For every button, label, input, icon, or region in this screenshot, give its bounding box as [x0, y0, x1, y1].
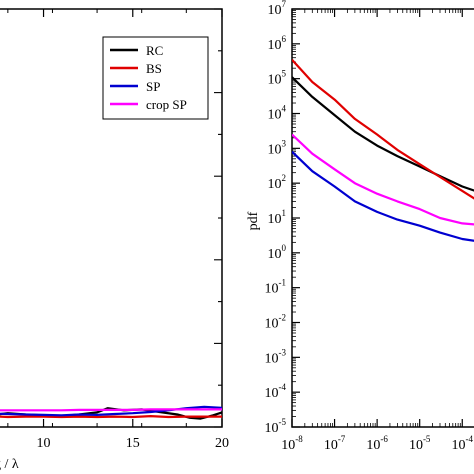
right-x-tick-label: 10-8	[281, 434, 303, 453]
left-series-group	[0, 405, 223, 420]
right-y-tick-label: 10-5	[265, 417, 287, 436]
legend: RC BS SP crop SP	[102, 36, 209, 120]
right-series-line-sp	[292, 150, 474, 242]
legend-entries: RC BS SP crop SP	[110, 43, 187, 112]
right-plot-frame	[291, 8, 474, 428]
right-y-tick-label: 106	[268, 34, 287, 53]
right-y-tick-label: 107	[268, 0, 287, 18]
left-x-tick-label: 10	[37, 436, 51, 451]
right-y-tick-label: 102	[268, 173, 287, 192]
legend-label-crop-sp: crop SP	[146, 97, 187, 112]
right-y-tick-label: 101	[268, 208, 287, 227]
right-x-tick-label: 10-5	[409, 434, 431, 453]
right-y-tick-label: 10-1	[265, 278, 287, 297]
left-x-axis-label: g / λ	[0, 457, 19, 472]
right-x-tick-label: 10-7	[324, 434, 346, 453]
right-x-tick-label: 10-4	[452, 434, 474, 453]
left-ticks	[7, 8, 223, 428]
left-series-line-bs	[0, 415, 222, 419]
legend-label-bs: BS	[146, 61, 162, 76]
left-x-tick-label: 20	[215, 436, 229, 451]
left-x-tick-label: 15	[126, 436, 140, 451]
right-series-line-crop-sp	[292, 133, 474, 226]
right-y-tick-label: 103	[268, 138, 287, 157]
right-y-axis-label: pdf	[246, 211, 261, 230]
right-ticks	[291, 8, 463, 428]
right-y-tick-label: 10-2	[265, 313, 287, 332]
right-series-group	[292, 58, 474, 242]
right-y-tick-label: 105	[268, 69, 287, 88]
right-y-tick-label: 10-3	[265, 347, 287, 366]
left-series-line-crop-sp	[0, 408, 222, 412]
right-panel: 10-5 10-4 10-3 10-2 10-1 100 101 102 103 104 105 10…	[246, 0, 474, 453]
legend-label-sp: SP	[146, 79, 160, 94]
right-series-line-rc	[292, 76, 474, 192]
right-x-tick-label: 10-6	[366, 434, 388, 453]
legend-label-rc: RC	[146, 43, 163, 58]
right-tick-labels: 10-5 10-4 10-3 10-2 10-1 100 101 102 103 104 105 10…	[265, 0, 474, 453]
right-y-tick-label: 10-4	[265, 382, 287, 401]
left-tick-labels: 10 15 20	[37, 436, 229, 451]
right-y-tick-label: 100	[268, 243, 287, 262]
right-series-line-bs	[292, 58, 474, 200]
right-y-tick-label: 104	[268, 104, 287, 123]
left-panel: 10 15 20 g / λ RC BS SP crop SP	[0, 8, 229, 472]
